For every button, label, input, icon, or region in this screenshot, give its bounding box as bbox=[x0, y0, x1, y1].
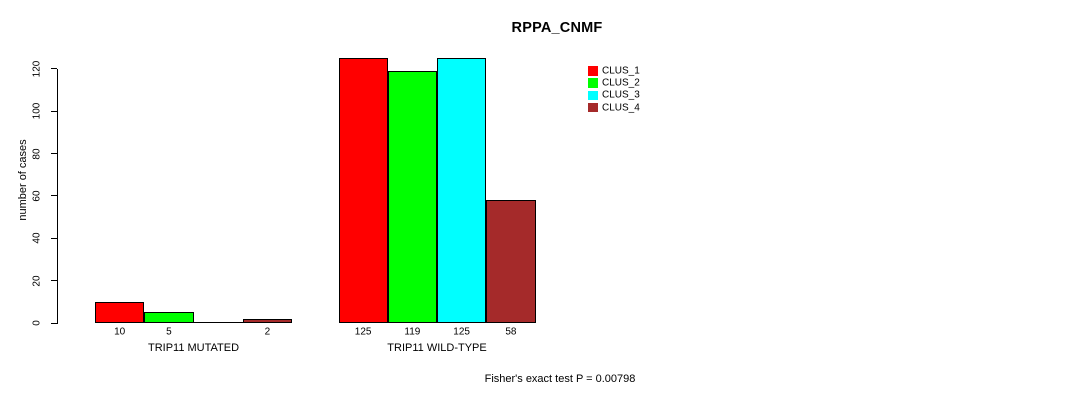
y-tick-label: 120 bbox=[31, 60, 43, 78]
legend-swatch-clus-2 bbox=[588, 78, 598, 88]
bar-value-label: 10 bbox=[114, 326, 126, 338]
legend-label-clus-4: CLUS_4 bbox=[602, 102, 640, 114]
bar-value-label: 119 bbox=[404, 326, 421, 338]
y-tick-mark bbox=[50, 153, 57, 155]
legend-label-clus-3: CLUS_3 bbox=[602, 89, 640, 101]
bar-value-label: 2 bbox=[264, 326, 271, 338]
bar-value-label: 58 bbox=[505, 326, 517, 338]
y-tick-label: 80 bbox=[31, 148, 43, 160]
y-tick-label: 60 bbox=[31, 190, 43, 202]
legend-swatch-clus-4 bbox=[588, 102, 598, 113]
bar-clus-1-trip11-wild-type bbox=[338, 58, 388, 323]
fisher-test-annotation: Fisher's exact test P = 0.00798 bbox=[484, 373, 636, 385]
group-label-trip11-mutated: TRIP11 MUTATED bbox=[147, 342, 240, 354]
bar-clus-1-trip11-mutated bbox=[95, 301, 145, 323]
bar-clus-4-trip11-wild-type bbox=[486, 200, 536, 323]
legend-label-clus-1: CLUS_1 bbox=[602, 65, 640, 77]
y-axis-title: number of cases bbox=[17, 139, 29, 221]
legend-swatch-clus-3 bbox=[588, 90, 598, 101]
bar-value-label: 5 bbox=[166, 326, 172, 338]
y-tick-mark bbox=[50, 195, 57, 197]
bar-clus-4-trip11-mutated bbox=[242, 318, 292, 323]
bar-clus-3-trip11-mutated bbox=[193, 322, 243, 323]
y-tick-mark bbox=[50, 68, 57, 70]
y-tick-mark bbox=[50, 237, 57, 239]
y-tick-mark bbox=[50, 280, 57, 282]
y-axis-line bbox=[57, 69, 58, 324]
y-tick-label: 20 bbox=[31, 275, 43, 287]
y-tick-label: 100 bbox=[31, 102, 43, 120]
y-tick-mark bbox=[50, 110, 57, 112]
y-tick-mark bbox=[50, 322, 57, 324]
legend-label-clus-2: CLUS_2 bbox=[602, 77, 640, 89]
bar-clus-2-trip11-mutated bbox=[144, 312, 194, 323]
bar-value-label: 125 bbox=[453, 326, 470, 338]
chart-title: RPPA_CNMF bbox=[511, 20, 603, 36]
y-tick-label: 0 bbox=[31, 320, 43, 326]
group-label-trip11-wild-type: TRIP11 WILD-TYPE bbox=[387, 342, 487, 354]
bar-clus-3-trip11-wild-type bbox=[437, 58, 487, 323]
bar-value-label: 125 bbox=[354, 326, 372, 338]
bar-clus-2-trip11-wild-type bbox=[387, 71, 437, 323]
legend-swatch-clus-1 bbox=[588, 66, 598, 76]
y-tick-label: 40 bbox=[31, 232, 43, 244]
